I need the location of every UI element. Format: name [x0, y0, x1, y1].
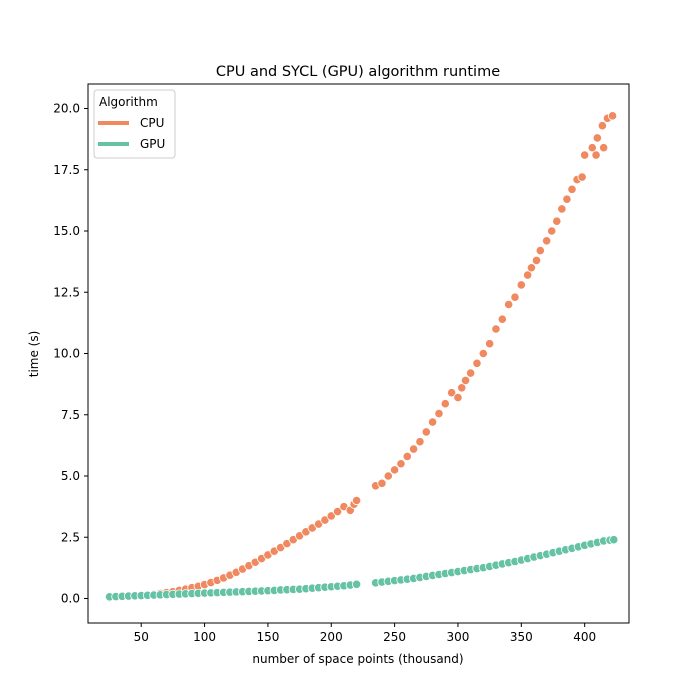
cpu-data-point: [547, 226, 557, 236]
cpu-data-point: [526, 263, 537, 273]
cpu-data-point: [531, 255, 542, 265]
cpu-data-point: [390, 465, 400, 475]
cpu-data-point: [535, 246, 545, 256]
cpu-data-point: [497, 314, 507, 324]
x-tick-label: 150: [256, 630, 279, 644]
cpu-data-point: [562, 194, 572, 204]
cpu-data-point: [377, 478, 387, 488]
gpu-data-point: [609, 535, 619, 545]
gpu-data-point: [351, 579, 362, 589]
cpu-data-point: [523, 270, 533, 280]
chart-title: CPU and SYCL (GPU) algorithm runtime: [216, 64, 500, 80]
x-tick-label: 400: [573, 630, 596, 644]
axes-frame: [87, 83, 630, 624]
cpu-data-point: [587, 143, 597, 153]
cpu-data-point: [485, 339, 495, 349]
x-tick-label: 300: [447, 630, 470, 644]
y-tick-label: 0.0: [61, 592, 80, 606]
x-axis-ticks: 50 100 150 200 250 300 350 400: [134, 623, 596, 644]
cpu-data-point: [597, 121, 607, 131]
y-tick-label: 12.5: [53, 285, 80, 299]
cpu-data-point: [599, 143, 609, 153]
cpu-data-point: [383, 471, 393, 481]
cpu-data-point: [552, 216, 562, 226]
gpu-series: [104, 535, 619, 602]
y-axis-ticks: 0.0 2.5 5.0 7.5 10.0 12.5 15.0 17.5 20.0: [53, 102, 88, 606]
cpu-data-point: [453, 392, 463, 403]
cpu-data-point: [396, 459, 406, 469]
cpu-data-point: [351, 495, 362, 506]
cpu-data-point: [326, 511, 336, 521]
plot-area: [104, 111, 619, 603]
cpu-data-point: [434, 408, 444, 419]
cpu-data-point: [447, 388, 457, 398]
cpu-data-point: [580, 150, 590, 160]
cpu-data-point: [591, 150, 601, 160]
legend-label-gpu: GPU: [140, 137, 165, 151]
x-tick-label: 350: [510, 630, 533, 644]
legend-box: [93, 89, 176, 159]
y-tick-label: 5.0: [61, 469, 80, 483]
cpu-data-point: [409, 444, 419, 454]
cpu-data-point: [567, 184, 577, 194]
cpu-data-point: [592, 133, 602, 143]
cpu-data-point: [421, 427, 431, 437]
cpu-data-point: [472, 358, 482, 368]
cpu-data-point: [415, 437, 425, 447]
cpu-series: [104, 111, 618, 603]
y-tick-label: 15.0: [53, 224, 80, 238]
x-tick-label: 250: [383, 630, 406, 644]
x-tick-label: 200: [320, 630, 343, 644]
legend-label-cpu: CPU: [140, 116, 164, 130]
cpu-data-point: [320, 515, 330, 525]
y-tick-label: 17.5: [53, 163, 80, 177]
cpu-data-point: [542, 236, 552, 246]
cpu-data-point: [332, 506, 343, 517]
cpu-data-point: [577, 172, 587, 182]
cpu-data-point: [491, 324, 501, 334]
x-tick-label: 100: [193, 630, 216, 644]
cpu-data-point: [478, 348, 488, 359]
cpu-data-point: [504, 299, 514, 310]
cpu-data-point: [460, 375, 471, 386]
x-tick-label: 50: [134, 630, 149, 644]
cpu-data-point: [457, 383, 467, 393]
y-tick-label: 7.5: [61, 408, 80, 422]
y-tick-label: 20.0: [53, 102, 80, 116]
legend-title: Algorithm: [99, 95, 158, 109]
cpu-data-point: [466, 368, 476, 378]
cpu-data-point: [607, 111, 618, 121]
y-tick-label: 2.5: [61, 530, 80, 544]
y-axis-label: time (s): [27, 331, 41, 378]
cpu-data-point: [440, 399, 450, 409]
legend: Algorithm CPU GPU: [93, 89, 176, 159]
cpu-data-point: [510, 292, 520, 302]
y-tick-label: 10.0: [53, 347, 80, 361]
cpu-data-point: [428, 417, 438, 427]
cpu-data-point: [402, 451, 412, 461]
x-axis-label: number of space points (thousand): [252, 652, 463, 666]
cpu-data-point: [516, 280, 526, 290]
cpu-data-point: [557, 204, 567, 214]
